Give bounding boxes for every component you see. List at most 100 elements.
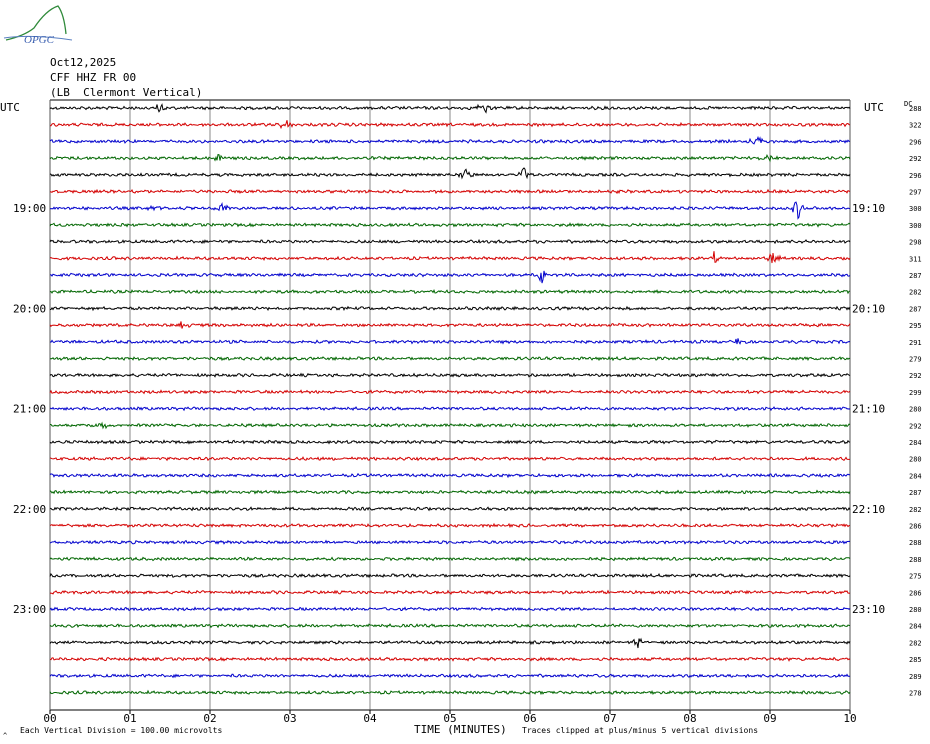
trace-line [49, 439, 851, 445]
plot-location: (LB Clermont Vertical) [50, 86, 203, 99]
dc-offset-label: 282 [909, 289, 922, 297]
dc-offset-label: 297 [909, 189, 922, 197]
dc-offset-label: 292 [909, 422, 922, 430]
trace-line [49, 372, 851, 378]
dc-offset-label: 288 [909, 105, 922, 113]
dc-offset-label: 300 [909, 222, 922, 230]
plot-station: CFF HHZ FR 00 [50, 71, 137, 84]
trace-line [49, 456, 850, 462]
x-tick-label: 03 [283, 712, 296, 725]
trace-line [49, 489, 851, 495]
dc-offset-label: 322 [909, 122, 922, 130]
x-tick-label: 06 [523, 712, 536, 725]
trace-line [49, 673, 851, 679]
dc-offset-label: 288 [909, 556, 922, 564]
trace-line [49, 406, 851, 412]
dc-offset-label: 287 [909, 305, 922, 313]
x-tick-label: 04 [363, 712, 377, 725]
trace-line [49, 556, 851, 562]
trace-line [49, 623, 851, 629]
x-tick-label: 01 [123, 712, 136, 725]
trace-line [49, 689, 851, 696]
trace-line [49, 589, 851, 596]
trace-line [49, 338, 851, 345]
logo-swoosh [3, 35, 73, 41]
dc-offset-label: 295 [909, 322, 922, 330]
dc-offset-label: 288 [909, 539, 922, 547]
trace-line [49, 270, 851, 284]
left-hour-label: 22:00 [13, 503, 46, 516]
trace-line [49, 251, 851, 264]
opgc-logo: OPGC [3, 5, 73, 46]
dc-offset-label: 279 [909, 356, 922, 364]
dc-offset-label: 299 [909, 389, 922, 397]
dc-offset-label: 275 [909, 573, 922, 581]
x-tick-label: 07 [603, 712, 616, 725]
trace-line [49, 389, 851, 395]
trace-line [49, 305, 851, 312]
dc-offset-label: 282 [909, 639, 922, 647]
dc-header-label: DC [904, 100, 912, 108]
dc-offset-label: 296 [909, 138, 922, 146]
trace-line [49, 188, 851, 195]
right-hour-label: 21:10 [852, 403, 885, 416]
dc-offset-label: 298 [909, 239, 922, 247]
trace-line [49, 572, 851, 579]
right-hour-label: 19:10 [852, 202, 885, 215]
trace-line [50, 421, 851, 430]
dc-offset-label: 280 [909, 456, 922, 464]
x-tick-label: 08 [683, 712, 696, 725]
dc-offset-label: 289 [909, 673, 922, 681]
trace-line [49, 539, 851, 545]
x-tick-label: 02 [203, 712, 216, 725]
left-hour-label: 23:00 [13, 603, 46, 616]
trace-line [49, 288, 851, 295]
left-hour-label: 20:00 [13, 302, 46, 315]
trace-line [49, 135, 851, 145]
dc-offset-label: 286 [909, 589, 922, 597]
dc-offset-label: 280 [909, 606, 922, 614]
dc-offset-label: 292 [909, 155, 922, 163]
x-tick-label: 00 [43, 712, 56, 725]
trace-line [49, 606, 851, 612]
trace-line [49, 522, 851, 529]
dc-offset-label: 296 [909, 172, 922, 180]
corner-mark: ^ [3, 732, 7, 740]
dc-offset-label: 311 [909, 255, 922, 263]
x-tick-label: 10 [843, 712, 856, 725]
trace-line [49, 103, 851, 114]
right-hour-label: 20:10 [852, 302, 885, 315]
dc-offset-label: 280 [909, 406, 922, 414]
plot-date: Oct12,2025 [50, 56, 117, 69]
x-tick-label: 05 [443, 712, 456, 725]
trace-line [49, 506, 851, 512]
dc-offset-label: 284 [909, 439, 922, 447]
clip-note: Traces clipped at plus/minus 5 vertical … [522, 726, 758, 735]
dc-offset-label: 285 [909, 656, 922, 664]
right-hour-label: 22:10 [852, 503, 885, 516]
x-tick-label: 09 [763, 712, 776, 725]
dc-offset-label: 287 [909, 272, 922, 280]
trace-line [49, 321, 851, 329]
right-hour-label: 23:10 [852, 603, 885, 616]
dc-offset-label: 291 [909, 339, 922, 347]
trace-line [49, 656, 851, 662]
trace-line [49, 153, 851, 163]
dc-offset-label: 287 [909, 489, 922, 497]
dc-offset-label: 284 [909, 623, 922, 631]
left-utc-label: UTC [0, 101, 20, 114]
scale-note: Each Vertical Division = 100.00 microvol… [20, 726, 222, 735]
trace-line [50, 120, 851, 130]
trace-line [49, 222, 851, 228]
dc-offset-label: 282 [909, 506, 922, 514]
dc-offset-label: 292 [909, 372, 922, 380]
trace-line [49, 201, 851, 220]
left-hour-label: 21:00 [13, 403, 46, 416]
trace-line [49, 637, 851, 649]
dc-offset-label: 300 [909, 205, 922, 213]
trace-line [49, 355, 851, 362]
logo-text: OPGC [24, 34, 55, 46]
dc-offset-label: 278 [909, 690, 922, 698]
dc-offset-label: 286 [909, 523, 922, 531]
